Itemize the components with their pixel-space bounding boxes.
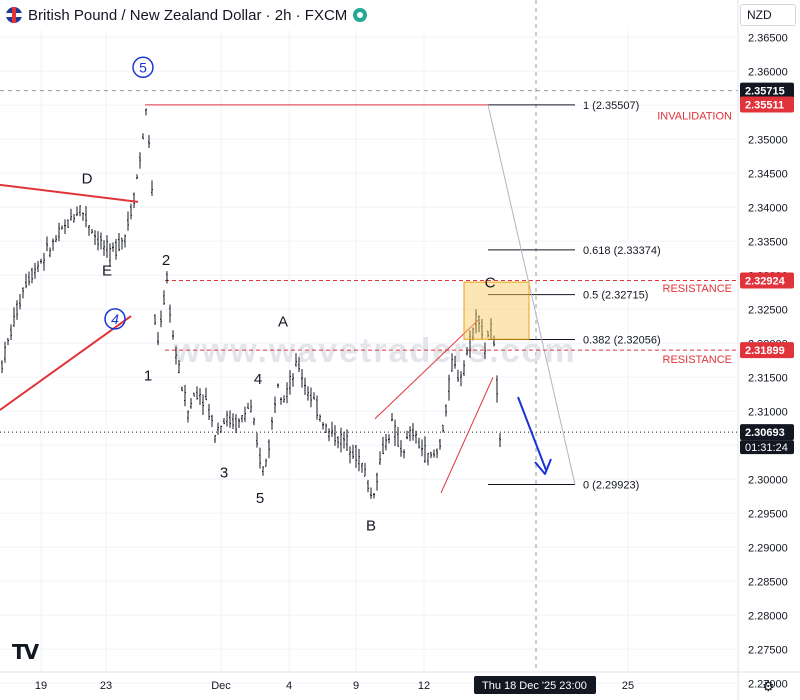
currency-label: NZD <box>747 8 772 22</box>
countdown-bg <box>740 440 794 455</box>
watermark-text: www.wavetraders.com <box>172 332 576 370</box>
wave-label: 2 <box>162 252 170 269</box>
price-tag-bg <box>740 272 794 289</box>
x-tick-label: 4 <box>286 680 292 692</box>
y-tick-label: 2.31000 <box>748 406 788 418</box>
symbol-title-bar[interactable]: British Pound / New Zealand Dollar · 2h … <box>6 4 368 26</box>
y-tick-label: 2.32500 <box>748 304 788 316</box>
triangle-upper-trendline[interactable] <box>0 183 139 203</box>
price-tag-bg <box>740 424 794 441</box>
grid <box>0 0 738 684</box>
y-tick-label: 2.28500 <box>748 576 788 588</box>
time-highlight-bg <box>474 676 596 694</box>
x-tick-label: 12 <box>418 680 430 692</box>
wave-label: 1 <box>144 368 152 385</box>
y-tick-label: 2.29000 <box>748 542 788 554</box>
drawings[interactable] <box>0 183 552 494</box>
y-tick-label: 2.31500 <box>748 372 788 384</box>
gbp-nzd-flag-icon <box>6 7 22 23</box>
y-tick-label: 2.29500 <box>748 508 788 520</box>
level-label: INVALIDATION <box>657 111 732 123</box>
countdown-value: 01:31:24 <box>745 442 788 454</box>
wave-label-circle <box>104 308 126 330</box>
price-tag-value: 2.31899 <box>745 345 785 357</box>
triangle-lower-trendline[interactable] <box>0 315 132 411</box>
price-tag-bg <box>740 96 794 113</box>
price-tag-bg <box>740 82 794 99</box>
currency-selector[interactable]: NZD <box>740 4 796 26</box>
x-tick-label: 19 <box>35 680 47 692</box>
time-highlight-label[interactable]: Thu 18 Dec '25 23:00 <box>482 680 587 692</box>
y-tick-label: 2.36500 <box>748 32 788 44</box>
wave-label: 5 <box>139 59 147 75</box>
market-open-icon <box>353 8 368 22</box>
wave-label: D <box>82 171 93 188</box>
y-tick-label: 2.35000 <box>748 134 788 146</box>
fib-level-label: 0.618 (2.33374) <box>583 245 661 257</box>
logo-text: TV <box>12 640 39 664</box>
y-tick-label: 2.33500 <box>748 236 788 248</box>
wave-label: 3 <box>220 464 228 481</box>
price-tag-bg <box>740 342 794 359</box>
fib-level-label: 1 (2.35507) <box>583 100 639 112</box>
price-tag-value: 2.35511 <box>745 100 784 112</box>
price-tag-value: 2.35715 <box>745 86 785 98</box>
price-tags: 2.35715 2.35511 2.32924 2.31899 2.30693 01:31… <box>740 82 794 455</box>
wave-label: B <box>366 517 376 534</box>
channel-upper-line[interactable] <box>374 319 479 420</box>
time-axis[interactable]: 19 23 Dec 4 9 12 25 Thu 18 Dec '25 23:00 <box>35 676 634 694</box>
x-tick-label: Dec <box>211 680 231 692</box>
wave-label: C <box>485 275 496 292</box>
wave-label: 5 <box>256 490 264 507</box>
wave-label: A <box>278 313 288 330</box>
x-tick-label: 23 <box>100 680 112 692</box>
wave-label-circle <box>132 56 154 79</box>
level-label: RESISTANCE <box>663 283 732 295</box>
price-tag-value: 2.30693 <box>745 427 785 439</box>
x-tick-label: 9 <box>353 680 359 692</box>
y-tick-label: 2.36000 <box>748 66 788 78</box>
channel-lower-line[interactable] <box>440 377 494 494</box>
fib-level-label: 0.5 (2.32715) <box>583 290 648 302</box>
fib-level-label: 0 (2.29923) <box>583 480 639 492</box>
y-tick-label: 2.27000 <box>748 678 788 690</box>
level-label: RESISTANCE <box>663 354 732 366</box>
fib-level-label: 0.382 (2.32056) <box>583 334 661 346</box>
y-tick-label: 2.34500 <box>748 168 788 180</box>
settings-gear-icon[interactable]: ⚙ <box>762 678 775 694</box>
y-tick-label: 2.27500 <box>748 644 788 656</box>
y-tick-label: 2.34000 <box>748 202 788 214</box>
x-tick-label: 25 <box>622 680 634 692</box>
symbol-title[interactable]: British Pound / New Zealand Dollar · 2h … <box>28 6 348 24</box>
price-tag-value: 2.32924 <box>745 275 786 287</box>
y-tick-label: 2.28000 <box>748 610 788 622</box>
tradingview-logo-icon[interactable]: TV <box>12 640 39 664</box>
wave-labels: 5 4 D E 2 1 A 4 3 5 B C <box>82 56 496 534</box>
fib-trend-line[interactable] <box>487 104 576 485</box>
projection-arrow-shaft[interactable] <box>517 396 547 471</box>
candles <box>1 108 501 499</box>
resistance-zone-box[interactable] <box>463 281 530 340</box>
wave-label: 4 <box>254 371 262 388</box>
y-tick-label: 2.30000 <box>748 474 788 486</box>
wave-label: 4 <box>111 311 119 327</box>
projection-arrow-head[interactable] <box>534 458 552 475</box>
wave-label: E <box>102 262 112 279</box>
fibonacci-levels[interactable]: 1 (2.35507) 0.618 (2.33374) 0.5 (2.32715) 0… <box>0 100 738 492</box>
